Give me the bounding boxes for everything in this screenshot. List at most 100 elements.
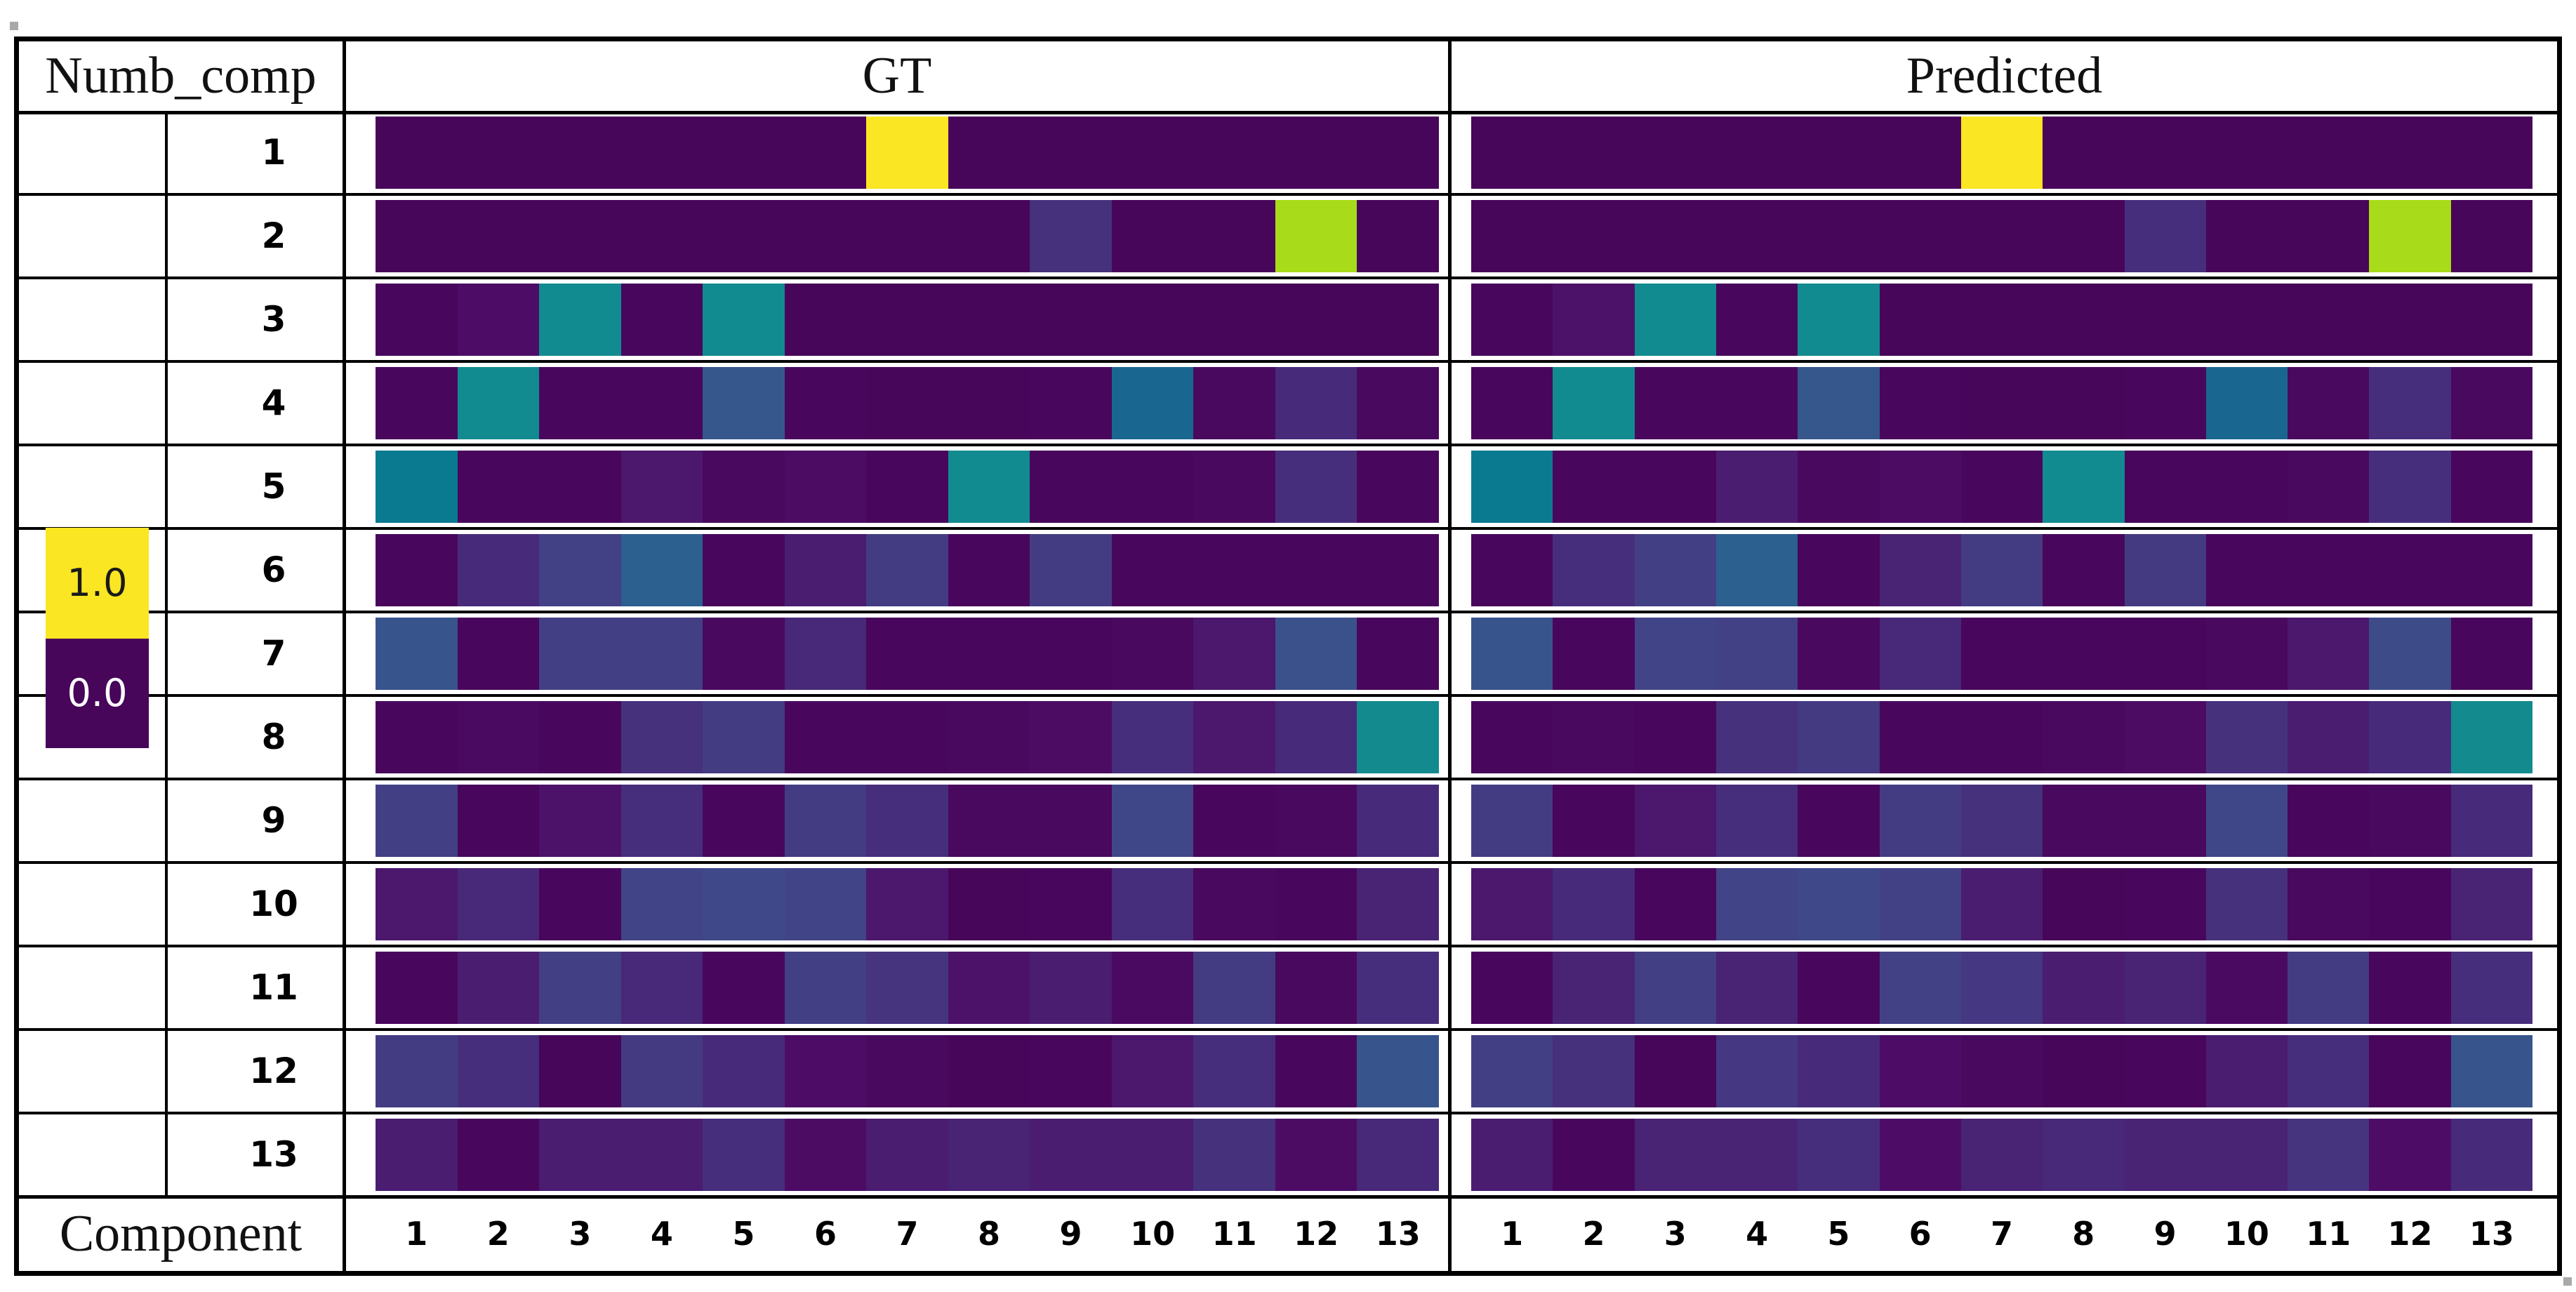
heatmap-cell <box>1357 534 1439 606</box>
header-numb-comp: Numb_comp <box>45 47 317 105</box>
heatmap-cell <box>376 367 458 439</box>
heatmap-cell <box>2043 451 2125 523</box>
heatmap-cell <box>1111 367 1194 439</box>
heatmap-cell <box>1879 618 1961 690</box>
heatmap-strip-gt-row-3 <box>376 284 1439 356</box>
heatmap-cell <box>948 284 1030 356</box>
heatmap-cell <box>1275 200 1357 272</box>
row-label-6: 6 <box>261 550 286 590</box>
heatmap-cell <box>1715 952 1798 1024</box>
col-number-predicted-12: 12 <box>2387 1215 2433 1253</box>
heatmap-cell <box>1553 116 1635 189</box>
row-divider-line <box>19 945 2557 947</box>
heatmap-cell <box>2288 116 2370 189</box>
heatmap-cell <box>1275 868 1357 940</box>
row-divider-line <box>19 1112 2557 1114</box>
heatmap-cell <box>1275 534 1357 606</box>
header-predicted: Predicted <box>1906 47 2103 105</box>
heatmap-cell <box>1111 618 1194 690</box>
heatmap-cell <box>1030 701 1112 773</box>
heatmap-cell <box>1634 1119 1716 1191</box>
heatmap-cell <box>1030 1119 1112 1191</box>
heatmap-cell <box>1798 1119 1880 1191</box>
heatmap-cell <box>1275 701 1357 773</box>
heatmap-cell <box>2369 952 2451 1024</box>
heatmap-cell <box>703 868 785 940</box>
heatmap-cell <box>1960 701 2043 773</box>
heatmap-cell <box>2450 451 2533 523</box>
row-divider-line <box>19 778 2557 780</box>
heatmap-cell <box>2450 1035 2533 1107</box>
heatmap-cell <box>2124 701 2206 773</box>
heatmap-cell <box>703 200 785 272</box>
heatmap-cell <box>2043 618 2125 690</box>
heatmap-cell <box>1193 367 1275 439</box>
row-divider-line <box>19 611 2557 613</box>
heatmap-cell <box>1798 284 1880 356</box>
heatmap-cell <box>703 451 785 523</box>
component-axis-label: Component <box>59 1205 303 1263</box>
heatmap-cell <box>784 451 867 523</box>
heatmap-cell <box>1879 952 1961 1024</box>
heatmap-cell <box>1960 534 2043 606</box>
heatmap-cell <box>2205 618 2288 690</box>
heatmap-cell <box>457 200 540 272</box>
heatmap-cell <box>1715 1119 1798 1191</box>
heatmap-cell <box>703 952 785 1024</box>
heatmap-cell <box>1553 367 1635 439</box>
col-number-predicted-13: 13 <box>2469 1215 2514 1253</box>
component-row-divider-line <box>19 1195 2557 1199</box>
heatmap-cell <box>2288 1035 2370 1107</box>
heatmap-cell <box>1634 116 1716 189</box>
row-label-12: 12 <box>249 1051 298 1091</box>
heatmap-cell <box>2043 367 2125 439</box>
heatmap-strip-predicted-row-11 <box>1471 952 2533 1024</box>
row-label-1: 1 <box>261 132 286 173</box>
heatmap-cell <box>866 618 948 690</box>
heatmap-cell <box>1879 367 1961 439</box>
heatmap-cell <box>2288 284 2370 356</box>
heatmap-cell <box>539 451 621 523</box>
heatmap-cell <box>1553 534 1635 606</box>
row-divider-line <box>19 360 2557 363</box>
heatmap-strip-predicted-row-12 <box>1471 1035 2533 1107</box>
heatmap-cell <box>1193 1119 1275 1191</box>
heatmap-cell <box>1111 534 1194 606</box>
heatmap-cell <box>376 701 458 773</box>
heatmap-cell <box>948 534 1030 606</box>
heatmap-cell <box>1715 868 1798 940</box>
col-number-predicted-6: 6 <box>1908 1215 1932 1253</box>
heatmap-cell <box>457 952 540 1024</box>
heatmap-cell <box>1879 116 1961 189</box>
heatmap-cell <box>539 367 621 439</box>
row-label-11: 11 <box>249 967 298 1008</box>
heatmap-cell <box>2124 116 2206 189</box>
heatmap-cell <box>2124 618 2206 690</box>
heatmap-cell <box>620 868 703 940</box>
heatmap-cell <box>457 367 540 439</box>
heatmap-cell <box>1879 785 1961 857</box>
heatmap-cell <box>1960 1035 2043 1107</box>
heatmap-strip-gt-row-9 <box>376 785 1439 857</box>
heatmap-cell <box>866 785 948 857</box>
heatmap-strip-predicted-row-1 <box>1471 116 2533 189</box>
heatmap-strip-predicted-row-7 <box>1471 618 2533 690</box>
heatmap-cell <box>1193 618 1275 690</box>
heatmap-strip-gt-row-11 <box>376 952 1439 1024</box>
heatmap-cell <box>539 200 621 272</box>
heatmap-cell <box>2288 618 2370 690</box>
heatmap-cell <box>948 200 1030 272</box>
heatmap-cell <box>1715 534 1798 606</box>
heatmap-cell <box>784 1119 867 1191</box>
heatmap-cell <box>1553 200 1635 272</box>
heatmap-cell <box>1960 451 2043 523</box>
col-number-gt-2: 2 <box>486 1215 510 1253</box>
heatmap-strip-predicted-row-6 <box>1471 534 2533 606</box>
col-number-gt-6: 6 <box>814 1215 837 1253</box>
heatmap-cell <box>1030 534 1112 606</box>
heatmap-cell <box>539 534 621 606</box>
heatmap-cell <box>2288 952 2370 1024</box>
heatmap-cell <box>457 785 540 857</box>
heatmap-cell <box>1798 785 1880 857</box>
